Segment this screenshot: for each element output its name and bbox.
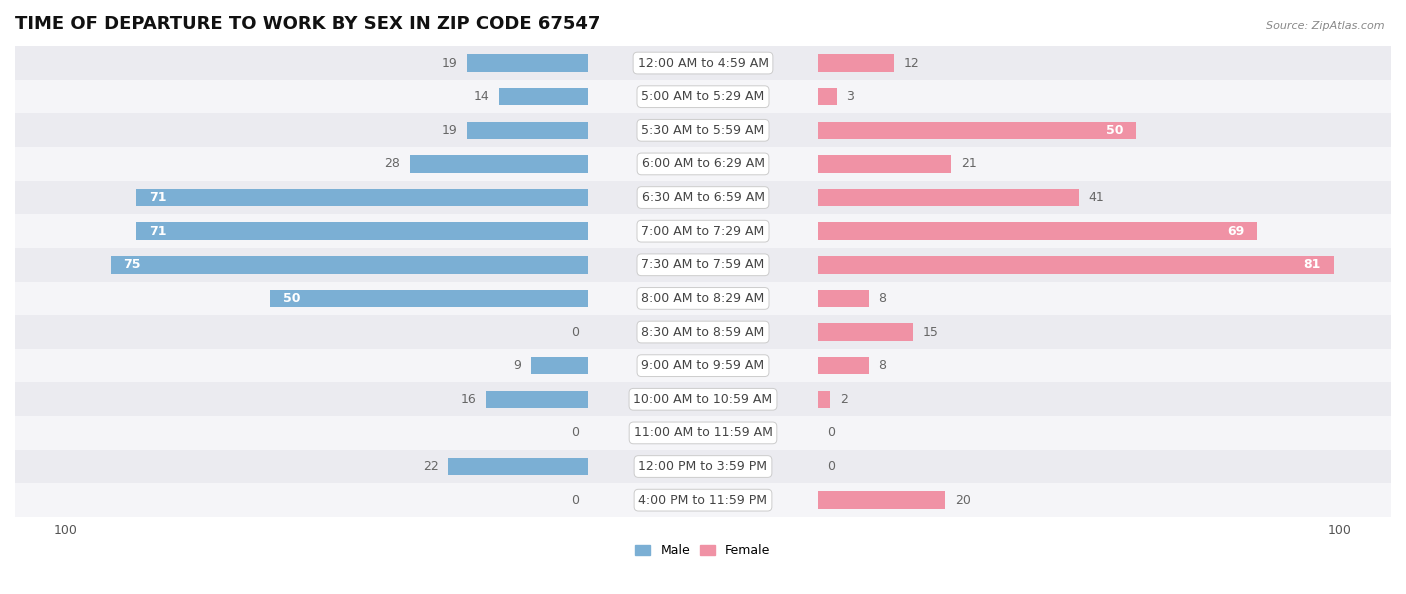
Bar [818, 357, 869, 374]
Text: 20: 20 [955, 494, 970, 507]
Text: 81: 81 [1303, 258, 1320, 271]
Text: 50: 50 [1107, 124, 1123, 137]
Bar [3, 147, 1403, 181]
Text: 19: 19 [441, 56, 458, 69]
Bar [3, 80, 1403, 113]
Bar [3, 450, 1403, 484]
Bar [3, 248, 1403, 282]
Text: 8:00 AM to 8:29 AM: 8:00 AM to 8:29 AM [641, 292, 765, 305]
Bar [467, 54, 588, 72]
Bar [499, 88, 588, 105]
Text: 3: 3 [846, 90, 855, 103]
Text: Source: ZipAtlas.com: Source: ZipAtlas.com [1267, 21, 1385, 31]
Bar [818, 222, 1257, 240]
Text: 4:00 PM to 11:59 PM: 4:00 PM to 11:59 PM [638, 494, 768, 507]
Text: 8: 8 [879, 359, 886, 372]
Text: 0: 0 [827, 460, 835, 473]
Text: 50: 50 [283, 292, 299, 305]
Text: 5:00 AM to 5:29 AM: 5:00 AM to 5:29 AM [641, 90, 765, 103]
Bar [3, 46, 1403, 80]
Bar [818, 88, 837, 105]
Text: 15: 15 [922, 326, 939, 339]
Bar [3, 416, 1403, 450]
Bar [818, 323, 914, 341]
Text: 19: 19 [441, 124, 458, 137]
Bar [818, 122, 1136, 139]
Text: 9: 9 [513, 359, 522, 372]
Bar [111, 256, 588, 274]
Text: 75: 75 [124, 258, 141, 271]
Legend: Male, Female: Male, Female [636, 544, 770, 557]
Bar [3, 282, 1403, 315]
Text: 12: 12 [904, 56, 920, 69]
Bar [3, 484, 1403, 517]
Text: 8: 8 [879, 292, 886, 305]
Bar [136, 189, 588, 206]
Bar [818, 256, 1334, 274]
Text: 69: 69 [1227, 225, 1244, 238]
Bar [449, 458, 588, 475]
Bar [270, 290, 588, 307]
Text: 71: 71 [149, 225, 166, 238]
Bar [3, 113, 1403, 147]
Bar [531, 357, 588, 374]
Bar [818, 390, 831, 408]
Text: TIME OF DEPARTURE TO WORK BY SEX IN ZIP CODE 67547: TIME OF DEPARTURE TO WORK BY SEX IN ZIP … [15, 15, 600, 33]
Bar [818, 491, 945, 509]
Text: 0: 0 [571, 326, 579, 339]
Text: 0: 0 [571, 494, 579, 507]
Bar [3, 349, 1403, 383]
Bar [467, 122, 588, 139]
Text: 11:00 AM to 11:59 AM: 11:00 AM to 11:59 AM [634, 426, 772, 440]
Bar [818, 189, 1078, 206]
Text: 14: 14 [474, 90, 489, 103]
Text: 12:00 PM to 3:59 PM: 12:00 PM to 3:59 PM [638, 460, 768, 473]
Text: 0: 0 [827, 426, 835, 440]
Text: 71: 71 [149, 191, 166, 204]
Bar [818, 290, 869, 307]
Text: 21: 21 [960, 157, 977, 170]
Text: 16: 16 [461, 393, 477, 406]
Text: 6:00 AM to 6:29 AM: 6:00 AM to 6:29 AM [641, 157, 765, 170]
Bar [486, 390, 588, 408]
Bar [136, 222, 588, 240]
Bar [3, 315, 1403, 349]
Text: 12:00 AM to 4:59 AM: 12:00 AM to 4:59 AM [637, 56, 769, 69]
Text: 7:30 AM to 7:59 AM: 7:30 AM to 7:59 AM [641, 258, 765, 271]
Bar [818, 155, 952, 173]
Bar [3, 383, 1403, 416]
Text: 6:30 AM to 6:59 AM: 6:30 AM to 6:59 AM [641, 191, 765, 204]
Text: 22: 22 [423, 460, 439, 473]
Text: 41: 41 [1088, 191, 1104, 204]
Text: 10:00 AM to 10:59 AM: 10:00 AM to 10:59 AM [634, 393, 772, 406]
Text: 0: 0 [571, 426, 579, 440]
Bar [411, 155, 588, 173]
Bar [3, 181, 1403, 214]
Bar [3, 214, 1403, 248]
Text: 5:30 AM to 5:59 AM: 5:30 AM to 5:59 AM [641, 124, 765, 137]
Text: 2: 2 [839, 393, 848, 406]
Text: 8:30 AM to 8:59 AM: 8:30 AM to 8:59 AM [641, 326, 765, 339]
Bar [818, 54, 894, 72]
Text: 28: 28 [384, 157, 401, 170]
Text: 9:00 AM to 9:59 AM: 9:00 AM to 9:59 AM [641, 359, 765, 372]
Text: 7:00 AM to 7:29 AM: 7:00 AM to 7:29 AM [641, 225, 765, 238]
